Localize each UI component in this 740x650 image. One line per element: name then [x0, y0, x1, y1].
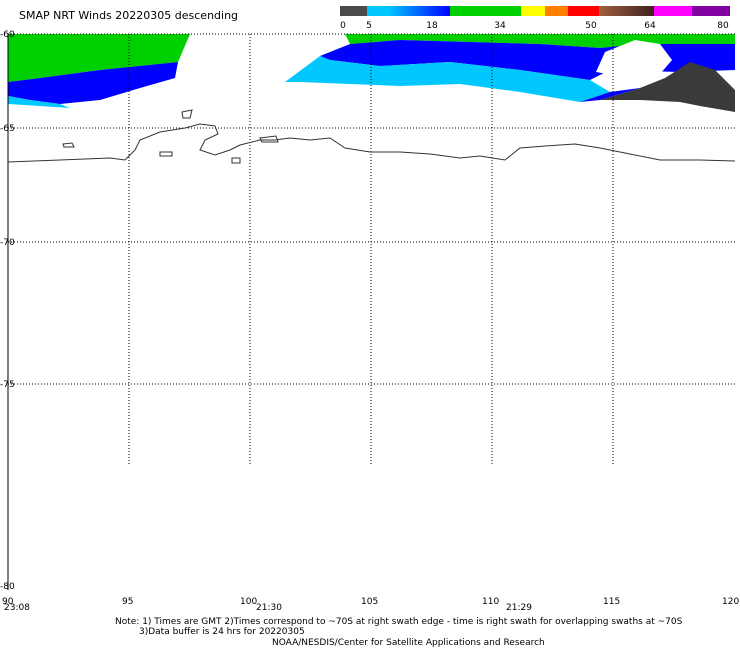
colorbar-label-50: 50 — [585, 21, 597, 31]
lat-label-80: -80 — [0, 582, 15, 592]
note-line-1: Note: 1) Times are GMT 2)Times correspon… — [115, 617, 683, 627]
colorbar-segment-9 — [653, 6, 692, 16]
colorbar-label-0: 0 — [340, 21, 346, 31]
swath-light-left — [8, 96, 70, 108]
colorbar-label-34: 34 — [494, 21, 506, 31]
wind-speed-colorbar — [340, 6, 730, 16]
coastline-island-4 — [259, 135, 279, 143]
coastline-island-3 — [159, 151, 173, 157]
colorbar-segment-7 — [568, 6, 599, 16]
colorbar-segment-1 — [340, 6, 367, 16]
coastline-island-1 — [181, 109, 193, 119]
colorbar-label-64: 64 — [644, 21, 656, 31]
lon-label-100: 100 — [240, 597, 257, 607]
map-title: SMAP NRT Winds 20220305 descending — [19, 9, 239, 22]
time-label-2: 21:30 — [256, 603, 282, 613]
lon-label-105: 105 — [361, 597, 378, 607]
colorbar-segment-3 — [387, 6, 451, 16]
swath-moderate-left — [8, 62, 178, 104]
swath-calm — [600, 62, 735, 112]
colorbar-segment-6 — [545, 6, 569, 16]
lon-label-90: 90 — [2, 597, 14, 607]
time-label-3: 21:29 — [506, 603, 532, 613]
lon-label-110: 110 — [482, 597, 499, 607]
lat-label-75: -75 — [0, 380, 15, 390]
colorbar-label-5: 5 — [366, 21, 372, 31]
colorbar-segment-4 — [450, 6, 521, 16]
lon-label-95: 95 — [122, 597, 133, 607]
time-label-1: 23:08 — [4, 603, 30, 613]
colorbar-segment-5 — [520, 6, 546, 16]
coastline-island-5 — [231, 157, 241, 164]
swath-strong-right — [345, 34, 735, 48]
lat-label-65: -65 — [0, 124, 15, 134]
swath-strong-left — [8, 34, 190, 82]
note-line-2: 3)Data buffer is 24 hrs for 20220305 — [139, 627, 305, 637]
note-line-3: NOAA/NESDIS/Center for Satellite Applica… — [272, 638, 545, 648]
swath-calm-edge — [580, 88, 640, 102]
lat-label-60: -60 — [0, 30, 15, 40]
colorbar-segment-8 — [598, 6, 654, 16]
coastline-island-2 — [62, 142, 75, 148]
swath-light-right — [285, 56, 610, 102]
coastline — [7, 123, 736, 163]
colorbar-label-80: 80 — [717, 21, 729, 31]
swath-gap — [596, 40, 672, 78]
lon-label-115: 115 — [603, 597, 620, 607]
lat-label-70: -70 — [0, 238, 15, 248]
colorbar-label-18: 18 — [426, 21, 438, 31]
lon-label-120: 120 — [722, 597, 739, 607]
colorbar-segment-10 — [691, 6, 730, 16]
colorbar-segment-2 — [366, 6, 388, 16]
